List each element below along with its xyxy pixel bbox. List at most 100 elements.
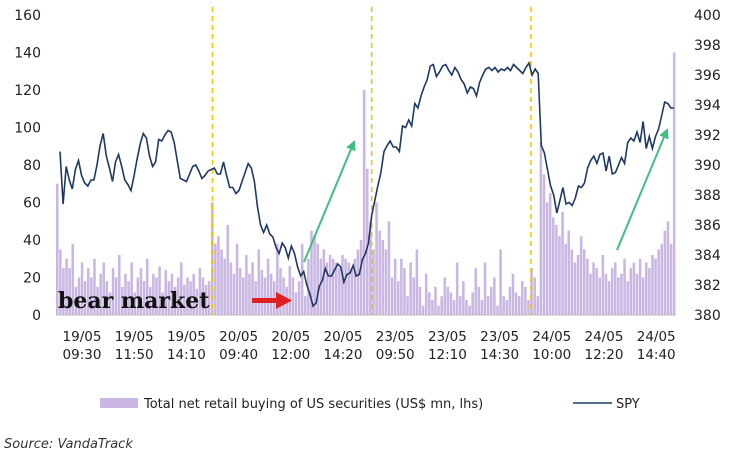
bar [158,266,161,315]
y-right-tick-label: 390 [694,158,721,174]
bar [446,286,450,316]
bar [533,277,536,315]
x-tick-label: 19/05 [63,329,102,345]
y-right-tick-label: 384 [694,248,721,264]
bar [452,300,456,315]
x-tick-label: 20/05 [219,329,258,345]
bar [114,277,118,315]
bar [192,273,195,315]
bar [356,249,360,316]
bar [400,258,403,315]
bar-series [56,52,676,316]
bar [651,255,654,315]
y-left-tick-label: 120 [14,83,41,99]
bar [108,292,112,315]
bar [111,268,115,316]
bar [62,268,65,316]
bar [155,277,158,315]
x-tick-label: 19/05 [115,329,154,345]
y-left-tick-label: 80 [23,158,41,174]
bar [418,286,422,316]
bar [366,168,369,315]
bar [468,305,471,316]
bar [390,277,394,315]
bar [93,258,96,315]
bar [176,277,180,315]
bar [431,300,434,315]
bar [152,273,155,315]
bar [288,266,292,315]
bar [99,273,102,315]
bar [393,258,397,315]
bar [486,296,490,315]
bar [657,249,660,316]
bar [477,286,481,316]
bar [316,243,319,315]
x-tick-label: 12:00 [271,347,310,363]
x-tick-label: 24/05 [532,329,571,345]
bar [198,268,202,316]
bar [331,258,335,315]
bar [542,174,546,316]
bar [183,285,186,315]
bar [508,286,512,316]
bar [276,243,279,315]
bar [437,305,440,316]
bar [319,258,323,315]
bar [173,286,177,316]
bar [297,281,301,315]
y-right-tick-label: 388 [694,188,721,204]
bar [558,236,561,315]
bar [632,262,636,315]
bar [672,52,676,315]
bar [378,230,381,316]
bar [424,273,428,315]
x-tick-label: 24/05 [585,329,624,345]
bar [170,273,174,315]
bar [211,202,214,315]
bar [648,268,651,316]
bar [328,255,332,315]
bar [257,249,261,316]
bar [65,258,68,315]
bar [521,281,524,315]
bar [83,281,87,315]
trend-arrow-20-05 [303,140,356,263]
bar [201,277,205,315]
bar [248,273,251,315]
y-axis-left: 0 20 40 60 80 100 120 140 160 [14,8,41,324]
x-tick-label: 23/05 [480,329,519,345]
y-right-tick-label: 398 [694,38,721,54]
trend-arrow-24-05 [616,128,669,251]
bar [406,296,409,315]
bar [483,262,487,315]
bar [663,230,667,316]
bar [245,255,248,315]
x-tick-label: 09:50 [376,347,415,363]
bar [669,243,673,315]
x-tick-label: 14:20 [324,347,363,363]
x-tick-label: 14:40 [637,347,676,363]
bar [527,300,530,315]
bar [164,270,168,315]
bar [90,277,93,315]
bar [189,281,192,315]
bar [304,296,307,315]
y-right-tick-label: 392 [694,128,721,144]
bar [223,258,226,315]
y-left-tick-label: 100 [14,121,41,137]
bear-market-label: bear market [58,288,210,314]
x-tick-label: 19/05 [167,329,206,345]
bar [235,243,239,315]
bar [384,249,388,316]
x-tick-label: 09:30 [63,347,102,363]
bar [269,273,273,315]
bar [145,258,149,315]
bar [666,221,670,315]
bar [610,268,614,316]
x-tick-label: 10:00 [532,347,571,363]
bar [266,258,270,315]
bar [499,249,502,316]
bar [552,217,555,315]
x-tick-label: 09:40 [219,347,258,363]
